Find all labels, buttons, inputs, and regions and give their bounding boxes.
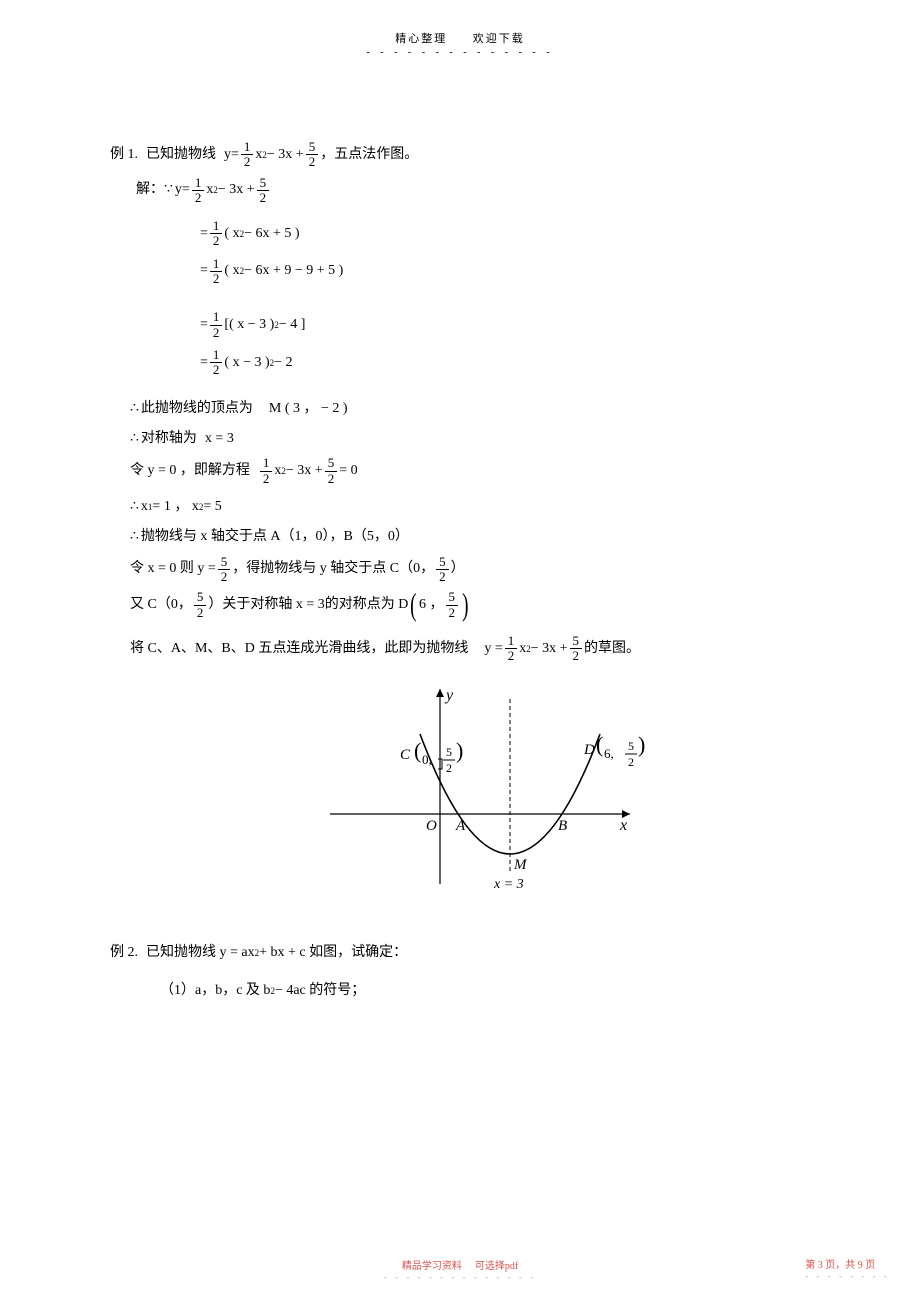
sym-line: 又 C（0， 52 ）关于对称轴 x = 3的对称点为 D ( 6 ， 52 ) bbox=[110, 590, 810, 620]
svg-text:(: ( bbox=[596, 732, 603, 757]
step3: = 12 [ ( x − 3 )2 − 4 ] bbox=[110, 310, 810, 340]
step1: = 12 ( x2 − 6x + 5 ) bbox=[110, 219, 810, 249]
svg-text:): ) bbox=[638, 732, 645, 757]
ex1-title: 例 1. 已知抛物线 y = 12 x2 − 3x + 52 ，五点法作图。 bbox=[110, 140, 810, 170]
ex2-q1: （1）a，b，c 及 b2 − 4ac 的符号； bbox=[110, 980, 810, 1002]
ex2-label: 例 2. bbox=[110, 942, 138, 964]
letx0-line: 令 x = 0 则 y = 52 ，得抛物线与 y 轴交于点 C（0， 52 ） bbox=[110, 555, 810, 585]
footer-a: 精品学习资料 bbox=[402, 1261, 462, 1272]
svg-text:(: ( bbox=[414, 738, 421, 763]
graph-svg: y x O A B C D M x = 3 ( 0, 5 2 ) ( 6, 5 … bbox=[270, 674, 650, 904]
svg-text:D: D bbox=[583, 742, 595, 758]
svg-text:x: x bbox=[619, 817, 627, 834]
svg-text:6,: 6, bbox=[604, 746, 614, 761]
parabola-graph: y x O A B C D M x = 3 ( 0, 5 2 ) ( 6, 5 … bbox=[110, 674, 810, 912]
footer-dashes: - - - - - - - - - - - - - - bbox=[384, 1272, 536, 1282]
document-body: 例 1. 已知抛物线 y = 12 x2 − 3x + 52 ，五点法作图。 解… bbox=[110, 140, 810, 1009]
svg-text:x = 3: x = 3 bbox=[493, 877, 524, 892]
because-icon bbox=[164, 179, 175, 201]
solve-label: 解： bbox=[136, 179, 164, 201]
lety0-line: 令 y = 0 ，即解方程 12 x2 − 3x + 52 = 0 bbox=[110, 456, 810, 486]
svg-text:M: M bbox=[513, 857, 528, 873]
svg-text:5: 5 bbox=[446, 745, 452, 759]
ex2-title: 例 2. 已知抛物线 y = ax2 + bx + c 如图，试确定： bbox=[110, 942, 810, 964]
ex1-intro-b: ，五点法作图。 bbox=[320, 144, 418, 166]
svg-text:A: A bbox=[455, 818, 466, 834]
svg-text:2: 2 bbox=[446, 761, 452, 775]
frac-5-2: 52 bbox=[306, 140, 319, 170]
svg-text:O: O bbox=[426, 818, 437, 834]
page-number: 第 3 页，共 9 页 - - - - - - - - bbox=[805, 1256, 890, 1281]
svg-text:0,: 0, bbox=[422, 752, 432, 767]
header-left: 精心整理 bbox=[395, 33, 447, 45]
svg-text:y: y bbox=[444, 687, 454, 704]
roots-line: x1 = 1 ， x2 = 5 bbox=[110, 496, 810, 518]
page-header: 精心整理 欢迎下载 - - - - - - - - - - - - - - bbox=[0, 30, 920, 58]
svg-text:5: 5 bbox=[628, 739, 634, 753]
ex1-intro-a: 已知抛物线 bbox=[146, 144, 216, 166]
header-right: 欢迎下载 bbox=[473, 33, 525, 45]
right-paren-icon: ) bbox=[462, 592, 468, 618]
xint-line: 抛物线与 x 轴交于点 A（1，0），B（5，0） bbox=[110, 526, 810, 548]
svg-text:): ) bbox=[456, 738, 463, 763]
ex1-label: 例 1. bbox=[110, 144, 138, 166]
svg-text:2: 2 bbox=[628, 755, 634, 769]
axis-line: 对称轴为 x = 3 bbox=[110, 428, 810, 450]
svg-text:B: B bbox=[558, 818, 567, 834]
therefore-icon bbox=[130, 398, 141, 420]
step4: = 12 ( x − 3 )2 − 2 bbox=[110, 348, 810, 378]
header-dashes: - - - - - - - - - - - - - - bbox=[0, 47, 920, 58]
footer-b: 可选择pdf bbox=[475, 1261, 518, 1272]
left-paren-icon: ( bbox=[410, 592, 416, 618]
solve-line: 解： y = 12 x2 − 3x + 52 bbox=[110, 176, 810, 206]
svg-text:C: C bbox=[400, 747, 411, 763]
eq-y: y bbox=[224, 144, 231, 166]
step2: = 12 ( x2 − 6x + 9 − 9 + 5 ) bbox=[110, 257, 810, 287]
vertex-line: 此抛物线的顶点为 M ( 3 ， − 2 ) bbox=[110, 398, 810, 420]
page-footer: 精品学习资料 可选择pdf - - - - - - - - - - - - - … bbox=[0, 1257, 920, 1283]
frac-1-2: 12 bbox=[241, 140, 254, 170]
conn-line: 将 C、A、M、B、D 五点连成光滑曲线，此即为抛物线 y = 12 x2 − … bbox=[110, 634, 810, 664]
